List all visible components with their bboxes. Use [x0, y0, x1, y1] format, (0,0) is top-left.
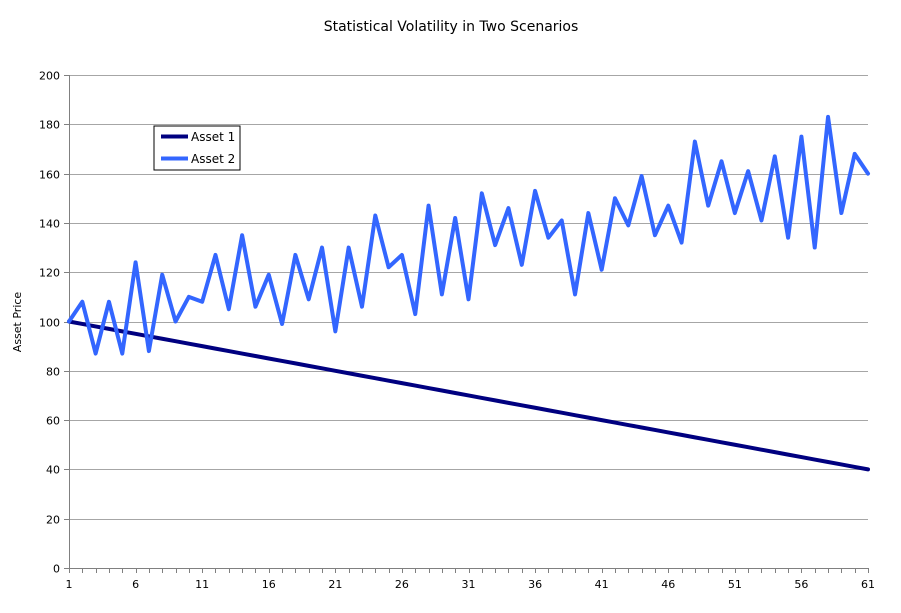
y-axis-label: Asset Price [11, 292, 24, 353]
y-tick-label: 180 [39, 119, 60, 132]
y-tick-label: 40 [46, 464, 60, 477]
legend-box [153, 125, 241, 171]
series-lines [67, 114, 870, 472]
x-tick-label: 41 [595, 578, 609, 591]
y-tick-label: 140 [39, 218, 60, 231]
x-tick-label: 36 [528, 578, 542, 591]
x-tick-label: 46 [661, 578, 675, 591]
x-tick-label: 31 [462, 578, 476, 591]
y-tick-label: 120 [39, 267, 60, 280]
series-line-asset-2 [67, 114, 870, 356]
x-tick-label: 56 [794, 578, 808, 591]
gridlines [69, 75, 868, 520]
y-tick-label: 60 [46, 415, 60, 428]
x-tick-label: 51 [728, 578, 742, 591]
legend-label-asset-2: Asset 2 [191, 152, 235, 166]
legend-label-asset-1: Asset 1 [191, 130, 235, 144]
x-tick-label: 61 [861, 578, 875, 591]
y-axis-ticks: 0 20 40 60 80 100 120 140 160 180 200 [39, 70, 69, 576]
y-tick-label: 80 [46, 366, 60, 379]
x-tick-label: 6 [132, 578, 139, 591]
x-axis-ticks: 1 6 11 16 21 26 31 36 41 46 51 56 61 [66, 568, 875, 591]
y-tick-label: 200 [39, 70, 60, 83]
chart-title: Statistical Volatility in Two Scenarios [324, 19, 579, 35]
x-tick-label: 16 [262, 578, 276, 591]
x-tick-label: 21 [328, 578, 342, 591]
y-tick-label: 0 [53, 563, 60, 576]
y-tick-label: 100 [39, 317, 60, 330]
y-tick-label: 160 [39, 169, 60, 182]
y-tick-label: 20 [46, 514, 60, 527]
x-tick-label: 26 [395, 578, 409, 591]
legend: Asset 1 Asset 2 [153, 125, 241, 171]
x-tick-label: 11 [195, 578, 209, 591]
x-tick-label: 1 [66, 578, 73, 591]
series-line-asset-1 [67, 319, 870, 472]
